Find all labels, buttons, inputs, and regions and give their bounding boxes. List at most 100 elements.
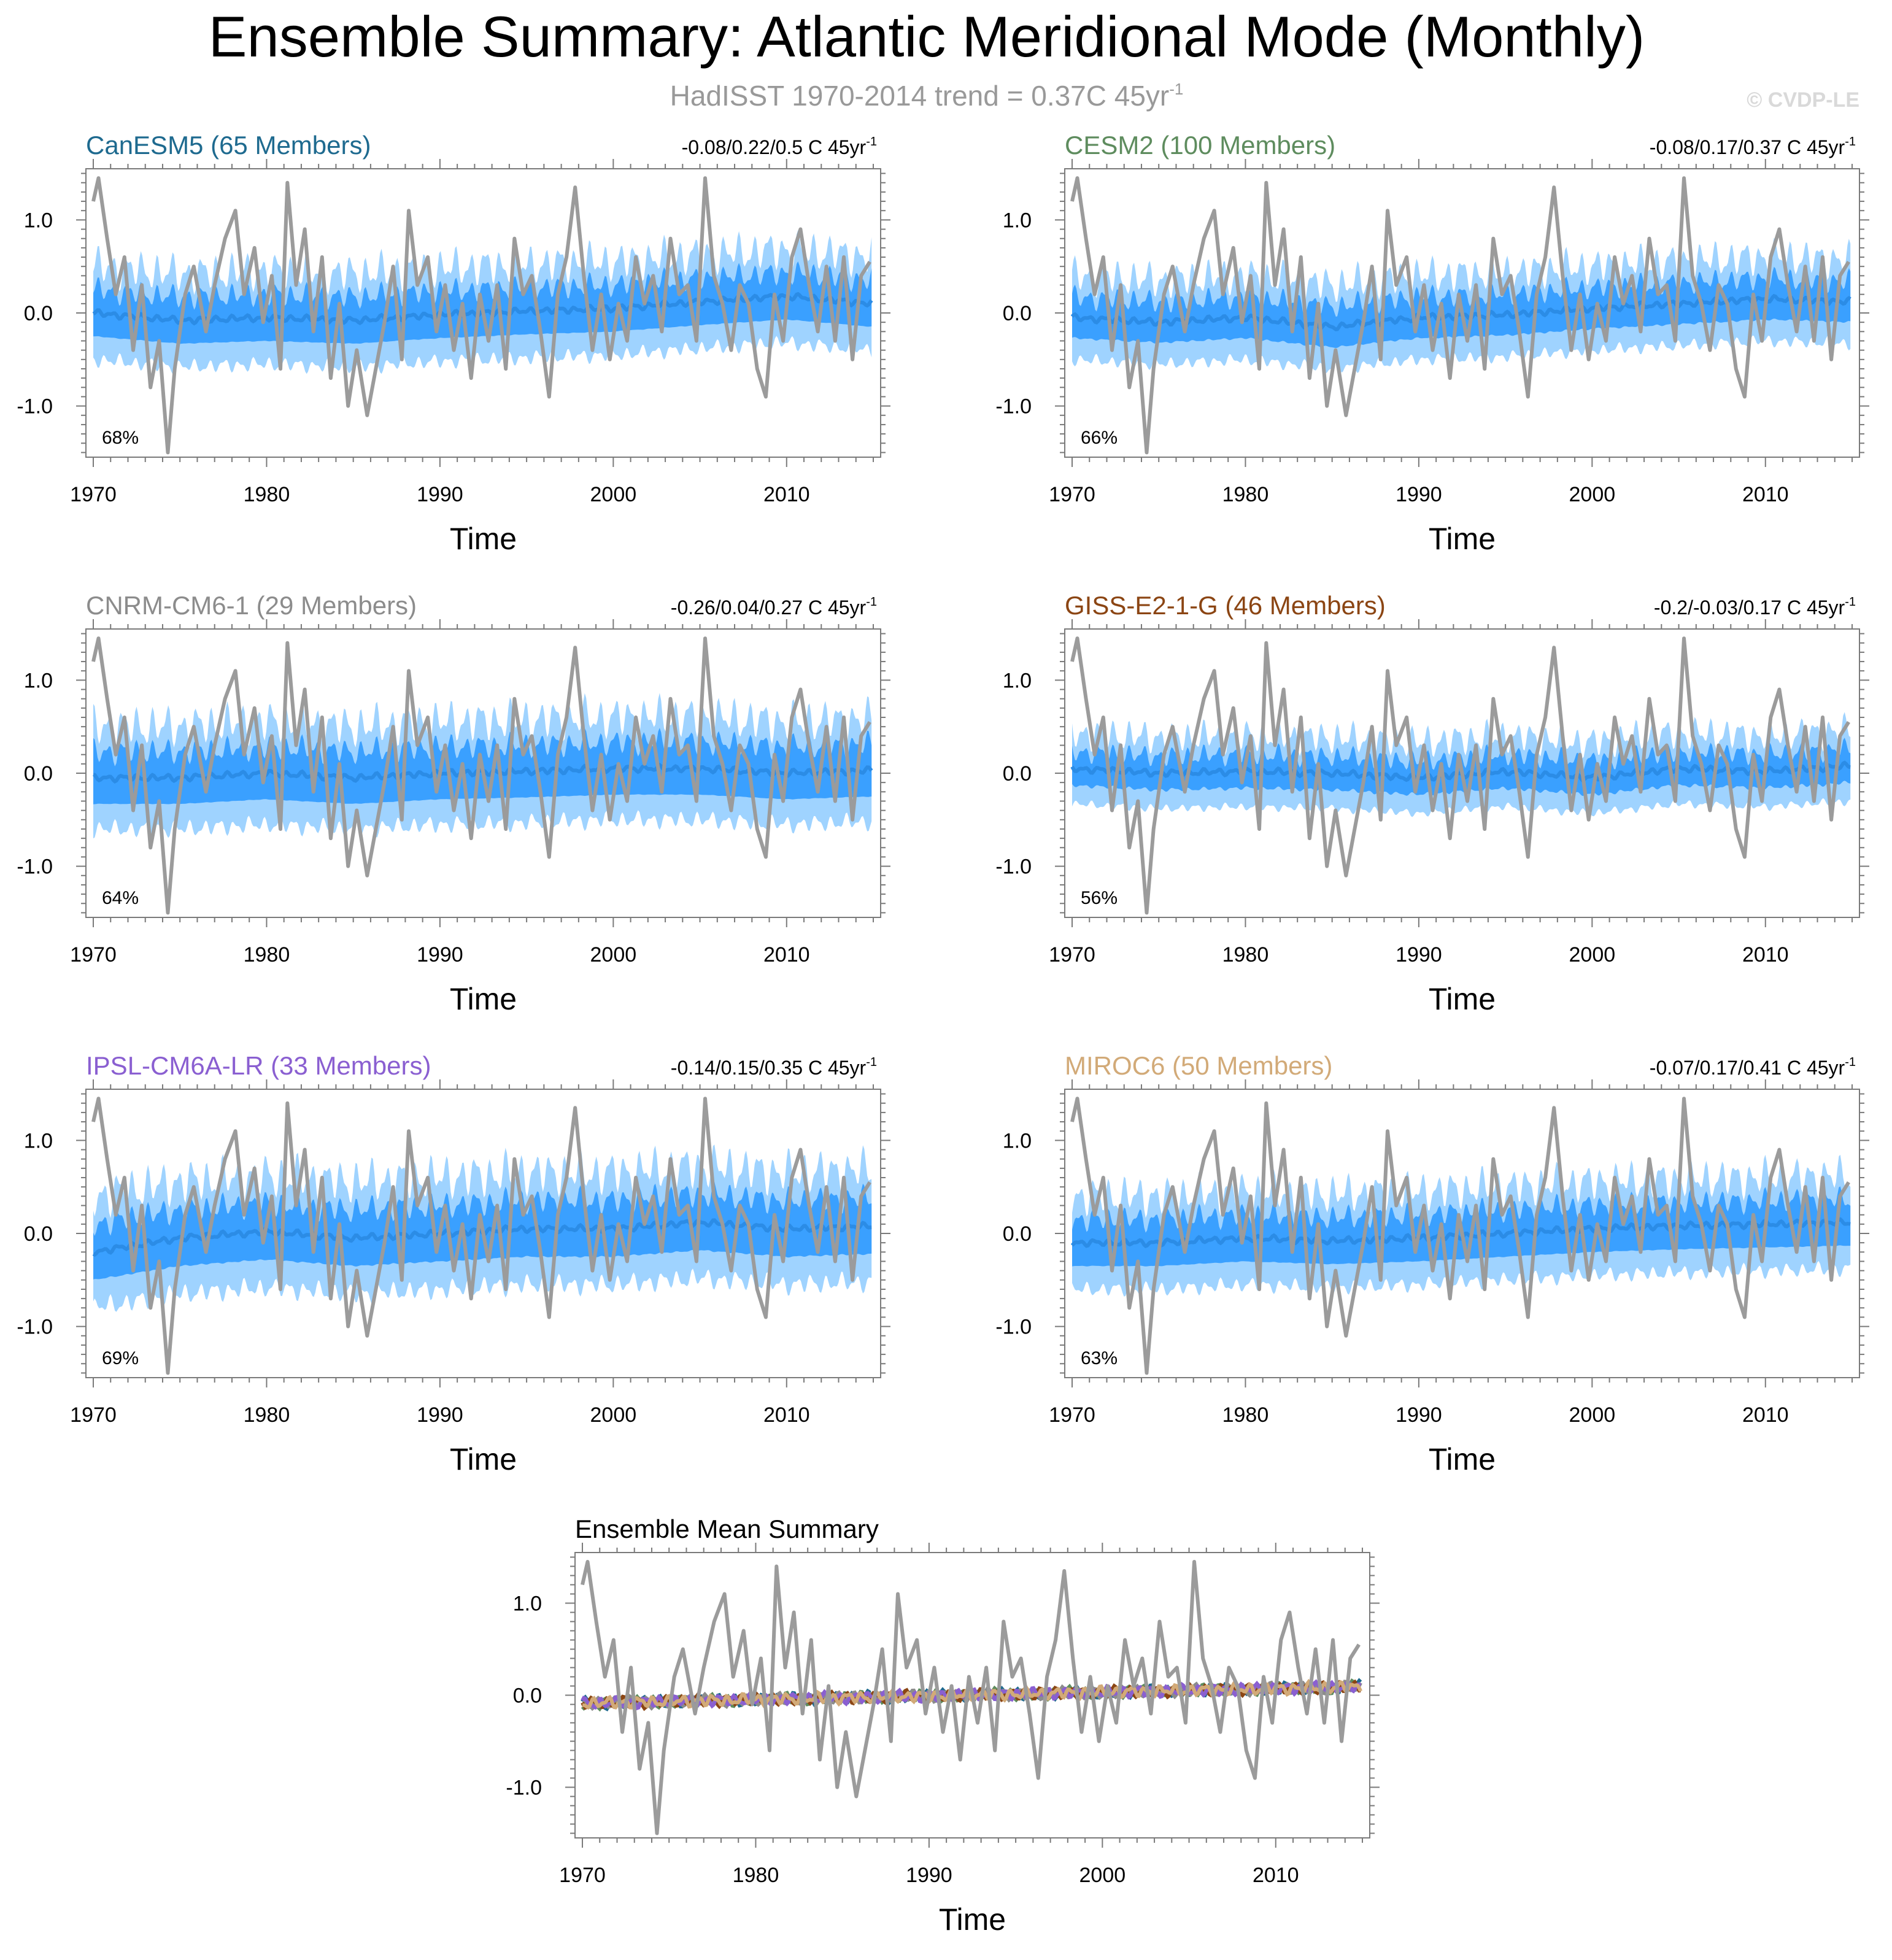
- x-tick-label: 2000: [1079, 1864, 1126, 1887]
- x-tick-label: 2000: [590, 1403, 637, 1427]
- percent-label: 66%: [1081, 428, 1118, 448]
- y-tick-label: 1.0: [24, 209, 53, 232]
- trend-value: -0.2/-0.03/0.17 C 45yr: [1654, 596, 1845, 619]
- y-tick-label: -1.0: [17, 395, 53, 419]
- x-axis-title: Time: [450, 522, 517, 556]
- x-axis-title: Time: [450, 982, 517, 1016]
- subtitle: HadISST 1970-2014 trend = 0.37C 45yr-1: [670, 80, 1184, 112]
- y-tick-label: 0.0: [1003, 762, 1032, 785]
- y-tick-label: 1.0: [1003, 1129, 1032, 1152]
- y-tick-label: -1.0: [995, 855, 1032, 879]
- y-tick-label: -1.0: [995, 395, 1032, 419]
- y-tick-label: 0.0: [1003, 1222, 1032, 1246]
- plot-area: [581, 1560, 1362, 1835]
- trend-value: -0.08/0.22/0.5 C 45yr: [682, 136, 867, 158]
- trend-superscript: -1: [866, 135, 877, 149]
- observations-line: [1070, 636, 1850, 915]
- x-tick-label: 1970: [1049, 943, 1095, 966]
- x-tick-label: 2010: [1742, 483, 1789, 506]
- trend-value: -0.08/0.17/0.37 C 45yr: [1650, 136, 1845, 158]
- x-tick-label: 1990: [1396, 1403, 1442, 1427]
- x-tick-label: 2000: [590, 943, 637, 966]
- percent-label: 68%: [102, 428, 139, 448]
- x-tick-label: 1980: [733, 1864, 779, 1887]
- x-tick-label: 1970: [70, 1403, 117, 1427]
- x-tick-label: 1970: [1049, 483, 1095, 506]
- x-tick-label: 1970: [559, 1864, 606, 1887]
- panel-4: GISS-E2-1-G (46 Members) -0.2/-0.03/0.17 …: [995, 591, 1869, 1016]
- x-tick-label: 2010: [1742, 1403, 1789, 1427]
- subtitle-text: HadISST 1970-2014 trend = 0.37C 45yr: [670, 80, 1170, 112]
- y-tick-label: -1.0: [17, 1316, 53, 1339]
- x-tick-label: 2010: [1253, 1864, 1299, 1887]
- plot-area: [91, 1097, 872, 1375]
- y-tick-label: 1.0: [24, 669, 53, 692]
- trend-value: -0.07/0.17/0.41 C 45yr: [1650, 1057, 1845, 1079]
- main-title: Ensemble Summary: Atlantic Meridional Mo…: [209, 4, 1645, 69]
- panel-title: IPSL-CM6A-LR (33 Members): [86, 1051, 431, 1080]
- observations-line: [581, 1560, 1361, 1835]
- panels-container: CanESM5 (65 Members) -0.08/0.22/0.5 C 45y…: [17, 131, 1869, 1937]
- x-tick-label: 1970: [70, 943, 117, 966]
- panel-title: Ensemble Mean Summary: [575, 1514, 879, 1543]
- trend-label: -0.14/0.15/0.35 C 45yr-1: [671, 1055, 877, 1079]
- observations-line: [1070, 1097, 1850, 1375]
- x-tick-label: 2000: [590, 483, 637, 506]
- plot-area: [1070, 1097, 1851, 1375]
- percent-label: 69%: [102, 1348, 139, 1368]
- observations-line: [91, 1097, 871, 1375]
- x-tick-label: 1990: [1396, 483, 1442, 506]
- x-tick-label: 2010: [1742, 943, 1789, 966]
- plot-area: [1070, 176, 1851, 455]
- subtitle-superscript: -1: [1169, 80, 1183, 98]
- y-tick-label: 1.0: [513, 1592, 542, 1616]
- observations-line: [1070, 176, 1850, 455]
- x-axis-title: Time: [1429, 522, 1496, 556]
- x-tick-label: 1980: [244, 1403, 290, 1427]
- x-tick-label: 2000: [1569, 483, 1616, 506]
- y-tick-label: 1.0: [1003, 669, 1032, 692]
- x-tick-label: 1980: [244, 483, 290, 506]
- x-tick-label: 1980: [1222, 1403, 1269, 1427]
- trend-superscript: -1: [1845, 135, 1856, 149]
- y-tick-label: 1.0: [24, 1129, 53, 1152]
- observations-line: [91, 176, 871, 455]
- percent-label: 64%: [102, 888, 139, 908]
- panel-5: IPSL-CM6A-LR (33 Members) -0.14/0.15/0.35…: [17, 1051, 890, 1476]
- x-tick-label: 1990: [417, 1403, 463, 1427]
- y-tick-label: 1.0: [1003, 209, 1032, 232]
- trend-superscript: -1: [1845, 1055, 1856, 1069]
- x-tick-label: 1980: [1222, 483, 1269, 506]
- x-axis-title: Time: [1429, 982, 1496, 1016]
- copyright-label: © CVDP-LE: [1747, 88, 1859, 112]
- x-tick-label: 2010: [763, 483, 810, 506]
- x-tick-label: 2010: [763, 1403, 810, 1427]
- x-axis-title: Time: [450, 1442, 517, 1476]
- y-tick-label: 0.0: [513, 1684, 542, 1708]
- panel-7: Ensemble Mean Summary 1.0 0.0 -1.0 1970 1980 1…: [506, 1514, 1380, 1937]
- trend-label: -0.08/0.17/0.37 C 45yr-1: [1650, 135, 1856, 158]
- x-axis-title: Time: [1429, 1442, 1496, 1476]
- y-tick-label: 0.0: [24, 762, 53, 785]
- panel-title: MIROC6 (50 Members): [1065, 1051, 1332, 1080]
- x-tick-label: 1980: [1222, 943, 1269, 966]
- x-axis-title: Time: [939, 1902, 1006, 1937]
- y-tick-label: 0.0: [24, 302, 53, 325]
- x-tick-label: 1970: [1049, 1403, 1095, 1427]
- percent-label: 63%: [1081, 1348, 1118, 1368]
- ensemble-mean-line: [1070, 1217, 1851, 1249]
- x-tick-label: 1990: [417, 943, 463, 966]
- x-tick-label: 2000: [1569, 943, 1616, 966]
- trend-label: -0.2/-0.03/0.17 C 45yr-1: [1654, 595, 1856, 619]
- plot-area: [91, 176, 873, 455]
- trend-label: -0.07/0.17/0.41 C 45yr-1: [1650, 1055, 1856, 1079]
- trend-superscript: -1: [866, 1055, 877, 1069]
- x-tick-label: 1980: [244, 943, 290, 966]
- panel-1: CanESM5 (65 Members) -0.08/0.22/0.5 C 45y…: [17, 131, 890, 556]
- percent-label: 56%: [1081, 888, 1118, 908]
- panel-title: GISS-E2-1-G (46 Members): [1065, 591, 1386, 620]
- y-tick-label: 0.0: [1003, 302, 1032, 325]
- trend-superscript: -1: [866, 595, 877, 609]
- panel-title: CESM2 (100 Members): [1065, 131, 1335, 160]
